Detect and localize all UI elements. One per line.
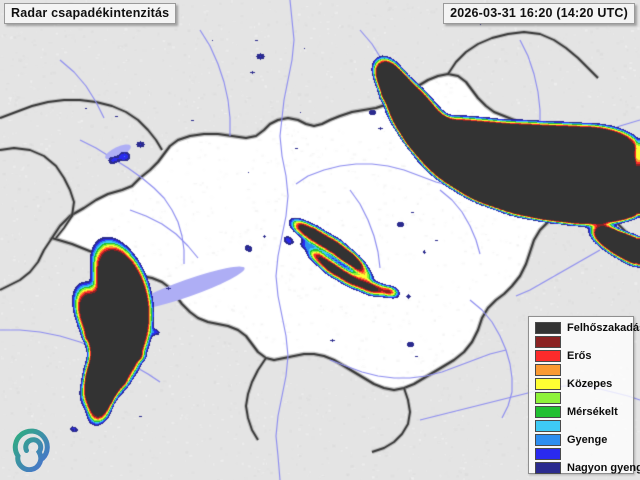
legend-color-swatch — [535, 419, 561, 432]
legend-label: Gyenge — [567, 433, 608, 446]
legend-color-swatch — [535, 321, 561, 334]
legend-row: Felhőszakadás — [535, 321, 640, 334]
legend-row — [535, 391, 633, 404]
spiral-logo — [8, 428, 52, 473]
legend-color-swatch — [535, 391, 561, 404]
legend-row: Gyenge — [535, 433, 633, 446]
legend-color-swatch — [535, 335, 561, 348]
legend-label: Erős — [567, 349, 592, 362]
legend-row — [535, 419, 633, 432]
legend-color-swatch — [535, 447, 561, 460]
legend-row — [535, 335, 633, 348]
legend-row — [535, 447, 633, 460]
legend-color-swatch — [535, 349, 561, 362]
legend-color-swatch — [535, 377, 561, 390]
legend-label: Mérsékelt — [567, 405, 618, 418]
legend-color-swatch — [535, 461, 561, 474]
legend-row: Nagyon gyenge — [535, 461, 640, 474]
legend-row: Mérsékelt — [535, 405, 633, 418]
legend-label: Felhőszakadás — [567, 321, 640, 334]
legend-panel: Felhőszakadás Erős Közepes Mérsékelt Gyenge N… — [528, 316, 640, 474]
legend-row: Erős — [535, 349, 633, 362]
legend-row — [535, 363, 633, 376]
legend-color-swatch — [535, 363, 561, 376]
page-title: Radar csapadékintenzitás — [4, 3, 177, 24]
legend-label: Nagyon gyenge — [567, 461, 640, 474]
legend-color-swatch — [535, 433, 561, 446]
legend-color-swatch — [535, 405, 561, 418]
legend-row: Közepes — [535, 377, 633, 390]
timestamp-label: 2026-03-31 16:20 (14:20 UTC) — [443, 3, 635, 24]
legend-label: Közepes — [567, 377, 613, 390]
spiral-logo-icon — [12, 428, 50, 473]
